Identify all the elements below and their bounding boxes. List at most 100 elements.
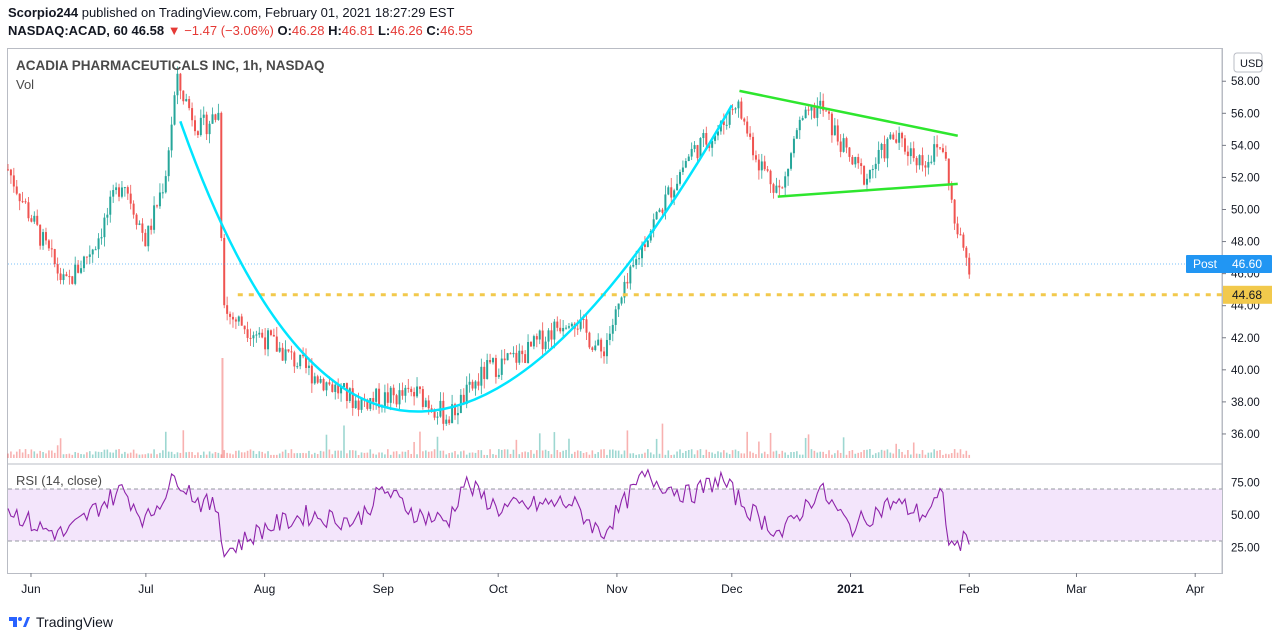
volume-bar (51, 450, 53, 458)
candle-body (658, 209, 661, 212)
volume-bar (737, 451, 740, 458)
volume-bar (839, 452, 842, 458)
volume-bar (483, 454, 486, 458)
time-tick-label: Nov (606, 582, 627, 596)
candle-body (690, 148, 693, 157)
candle-body (734, 108, 737, 110)
candle-body (74, 264, 77, 284)
volume-bar (217, 452, 220, 458)
candle-body (9, 169, 12, 176)
volume-bar (398, 454, 401, 458)
volume-bar (676, 451, 678, 458)
candle-body (541, 330, 544, 350)
candle-body (413, 391, 416, 397)
candle-body (620, 297, 623, 304)
candle-body (188, 99, 191, 109)
volume-bar (606, 454, 608, 458)
candle-body (389, 387, 392, 403)
volume-bar (197, 452, 199, 458)
candle-body (12, 175, 15, 187)
candle-body (305, 356, 308, 368)
high-value: 46.81 (341, 23, 375, 38)
volume-bar (97, 451, 100, 458)
volume-bar (138, 454, 141, 458)
volume-bar (848, 450, 851, 458)
volume-bar (439, 450, 442, 458)
volume-bar (293, 453, 296, 458)
publish-info: Scorpio244 published on TradingView.com,… (8, 5, 454, 20)
volume-bar (328, 449, 331, 458)
candle-body (781, 187, 784, 189)
tradingview-footer[interactable]: TradingView (8, 614, 113, 630)
candle-body (337, 384, 340, 394)
candle-body (874, 163, 877, 170)
volume-bar (156, 454, 158, 458)
candle-body (512, 352, 515, 355)
candle-body (521, 350, 524, 355)
candle-body (27, 202, 30, 219)
candle-body (760, 161, 763, 171)
volume-bar (202, 451, 205, 458)
candle-body (527, 341, 530, 363)
candle-body (211, 114, 214, 124)
volume-bar (100, 452, 103, 458)
candle-body (863, 166, 866, 185)
volume-bar (436, 436, 439, 458)
candle-body (328, 382, 331, 385)
candle-body (240, 316, 243, 326)
candle-body (18, 193, 21, 202)
volume-bar (880, 449, 883, 458)
candle-body (921, 155, 924, 166)
volume-bar (930, 452, 933, 458)
candle-body (906, 151, 909, 157)
candle-body (82, 256, 85, 269)
volume-bar (71, 454, 74, 458)
candle-body (673, 190, 676, 198)
candle-body (643, 244, 646, 248)
time-tick-label: Mar (1066, 582, 1087, 596)
volume-bar (585, 452, 588, 458)
post-price-label-bg (1186, 255, 1272, 274)
volume-bar (118, 449, 120, 458)
volume-bar (229, 453, 231, 458)
volume-bar (448, 453, 450, 458)
volume-bar (506, 449, 509, 458)
candle-body (430, 408, 433, 411)
candle-body (302, 354, 305, 357)
candle-body (597, 339, 600, 346)
candle-body (307, 365, 310, 368)
volume-bar (968, 454, 971, 458)
volume-bar (796, 451, 798, 458)
volume-bar (284, 449, 287, 458)
publisher-name[interactable]: Scorpio244 (8, 5, 79, 20)
candle-body (62, 274, 65, 281)
support-price-label-bg (1223, 285, 1272, 304)
rsi-line (7, 468, 970, 558)
candle-body (342, 383, 345, 387)
candle-body (351, 388, 354, 409)
candle-body (264, 337, 267, 350)
candle-body (445, 419, 448, 424)
volume-bar (465, 454, 468, 458)
candle-body (118, 187, 121, 197)
candle-body (833, 125, 836, 136)
candle-body (880, 143, 883, 150)
candle-body (968, 257, 971, 275)
volume-bar (886, 449, 889, 458)
volume-bar (42, 452, 44, 458)
volume-bar (872, 454, 874, 458)
volume-bar (620, 454, 623, 458)
close-label: C: (426, 23, 441, 38)
volume-bar (731, 450, 734, 458)
candle-body (699, 138, 702, 159)
candle-body (810, 106, 813, 111)
volume-bar (711, 452, 713, 458)
volume-bar (238, 450, 240, 458)
volume-bar (179, 452, 182, 458)
candle-body (310, 365, 313, 384)
volume-bar (904, 454, 906, 458)
volume-bar (910, 454, 912, 458)
candle-body (278, 347, 281, 352)
chart-title: ACADIA PHARMACEUTICALS INC, 1h, NASDAQ (16, 58, 325, 73)
